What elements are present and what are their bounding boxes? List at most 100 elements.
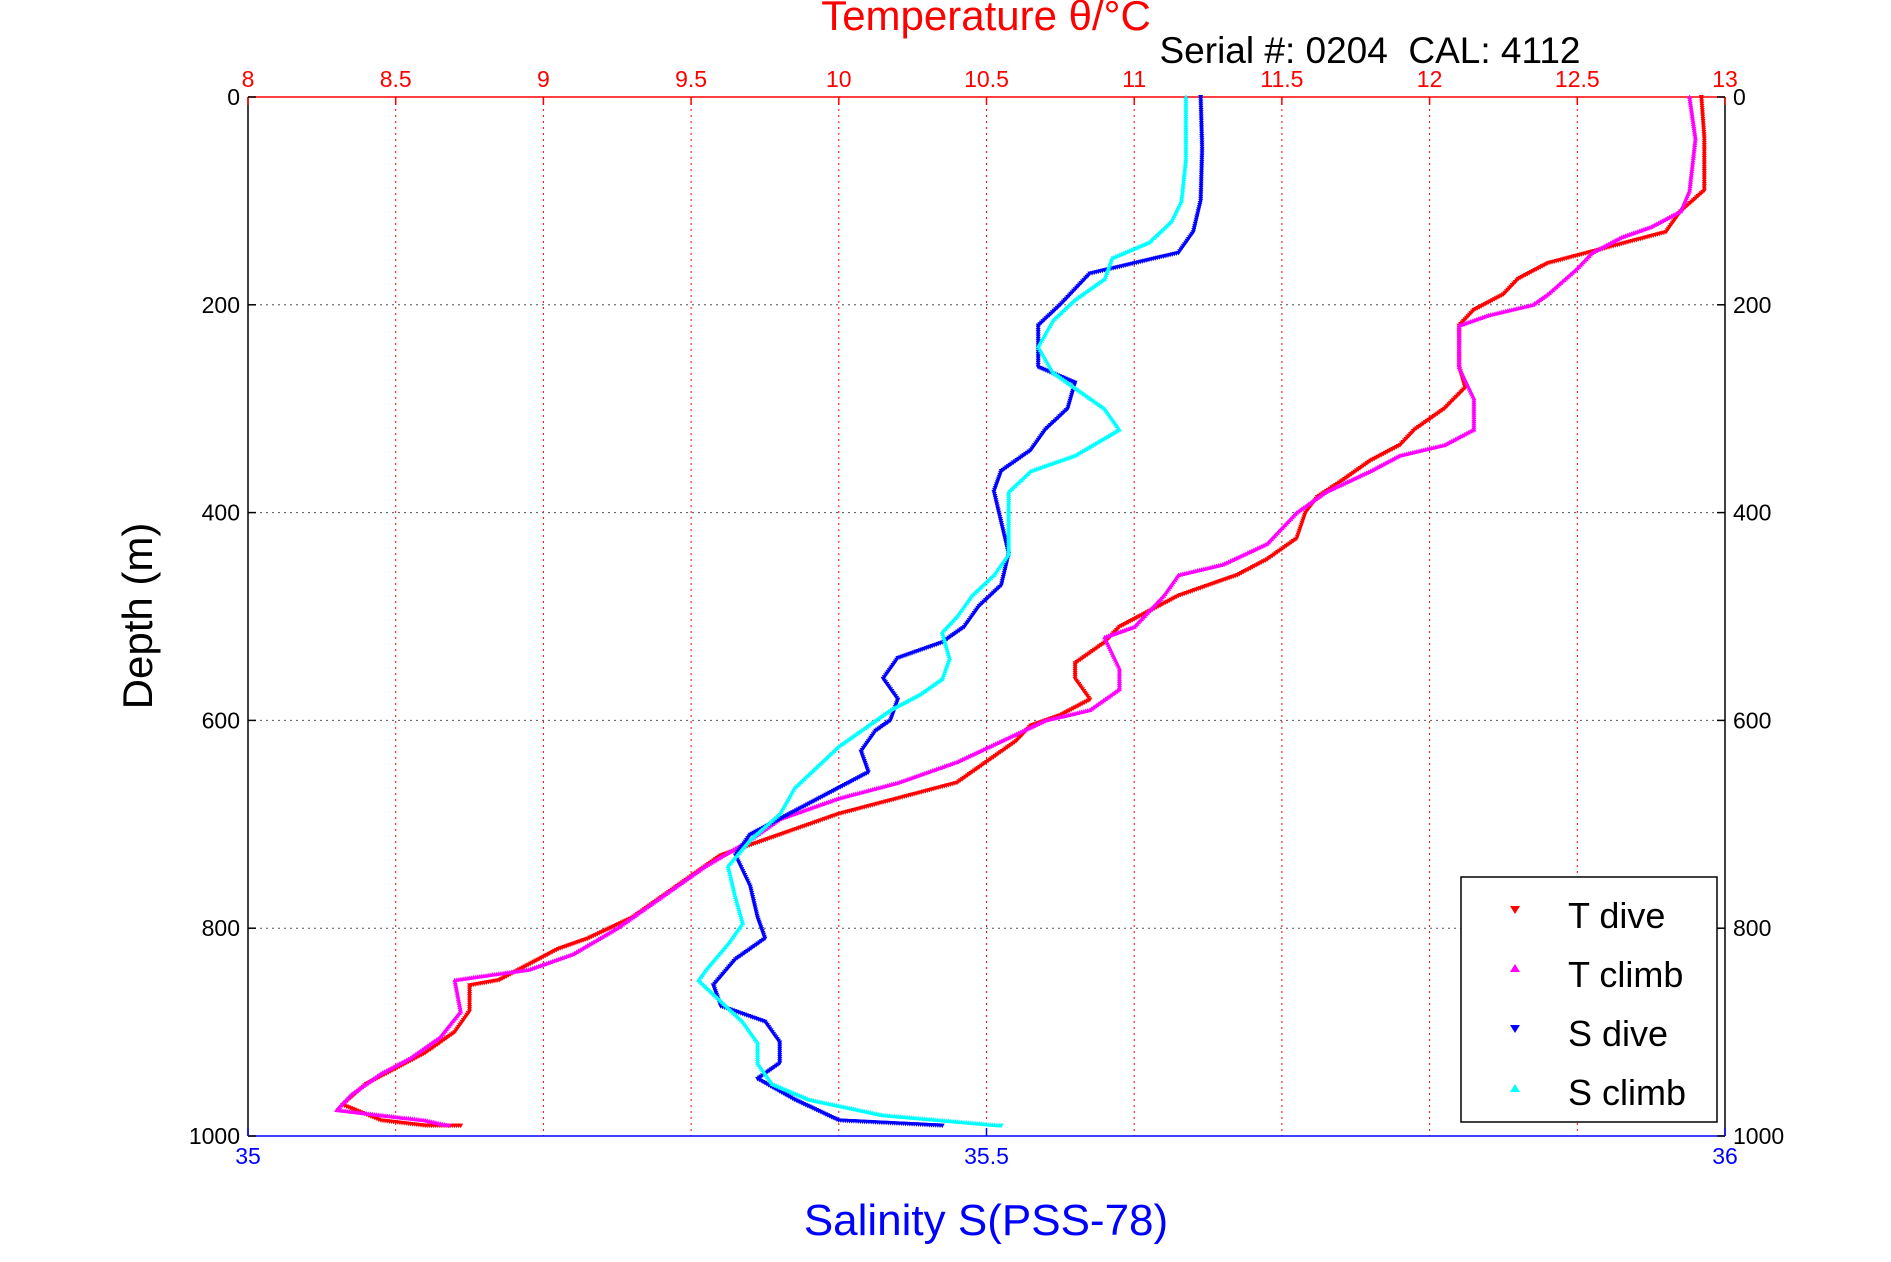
point-t-climb	[455, 992, 461, 997]
point-t-climb	[1689, 166, 1695, 171]
point-s-climb	[1180, 180, 1186, 186]
point-s-climb	[1181, 176, 1187, 182]
temperature-tick-label: 8.5	[380, 66, 412, 92]
point-s-climb	[729, 879, 735, 885]
legend-label-s-dive: S dive	[1568, 1013, 1668, 1054]
depth-tick-label-right: 400	[1733, 500, 1771, 526]
point-s-climb	[1183, 159, 1189, 164]
point-t-climb	[1690, 119, 1696, 124]
depth-tick-label-right: 0	[1733, 84, 1746, 110]
point-s-climb	[1182, 167, 1188, 173]
point-s-climb	[1181, 178, 1187, 184]
point-t-climb	[453, 981, 459, 987]
point-t-climb	[457, 1002, 463, 1008]
point-s-climb	[731, 888, 737, 893]
point-s-climb	[727, 871, 733, 877]
temperature-tick-label: 12	[1417, 66, 1443, 92]
point-t-dive	[458, 1123, 464, 1129]
point-t-climb	[1687, 181, 1693, 187]
point-s-climb	[732, 892, 738, 897]
point-t-climb	[1687, 185, 1693, 191]
temperature-tick-label: 12.5	[1555, 66, 1600, 92]
point-t-climb	[1691, 149, 1697, 154]
point-t-climb	[454, 988, 460, 993]
temperature-tick-label: 9.5	[675, 66, 707, 92]
point-s-climb	[998, 1123, 1004, 1129]
point-t-climb	[1687, 96, 1693, 102]
point-s-climb	[1182, 165, 1188, 171]
temperature-tick-label: 10	[826, 66, 852, 92]
depth-tick-label-right: 200	[1733, 292, 1771, 318]
legend-item-s-dive: S dive	[1510, 1013, 1668, 1054]
point-t-climb	[1688, 177, 1694, 182]
depth-tick-label-left: 400	[202, 500, 240, 526]
salinity-axis-title: Salinity S(PSS-78)	[804, 1196, 1168, 1245]
point-t-climb	[1691, 123, 1697, 129]
depth-tick-label-left: 200	[202, 292, 240, 318]
series-s-climb	[695, 94, 1189, 1129]
series-t-climb	[334, 94, 1698, 1129]
salinity-tick-label: 36	[1712, 1143, 1738, 1169]
legend-marker-t-climb	[1510, 964, 1520, 972]
salinity-tick-label: 35	[235, 1143, 261, 1169]
salinity-tick-label: 35.5	[964, 1143, 1009, 1169]
point-s-dive	[939, 1123, 945, 1129]
point-s-climb	[1179, 191, 1185, 197]
temperature-axis-title: Temperature θ/°C	[821, 0, 1151, 39]
temperature-tick-label: 8	[242, 66, 255, 92]
point-t-climb	[1691, 127, 1697, 133]
point-t-climb	[457, 1006, 463, 1012]
point-t-climb	[1690, 155, 1696, 161]
point-s-climb	[726, 867, 732, 873]
depth-axis-title: Depth (m)	[114, 523, 161, 710]
legend-item-s-climb: S climb	[1510, 1072, 1686, 1113]
depth-tick-label-left: 0	[227, 84, 240, 110]
temperature-tick-label: 10.5	[964, 66, 1009, 92]
point-s-climb	[726, 865, 732, 870]
point-t-climb	[1688, 175, 1694, 180]
point-t-climb	[1691, 125, 1697, 131]
data-series	[334, 94, 1707, 1129]
point-s-climb	[1181, 169, 1187, 175]
point-t-climb	[1688, 172, 1694, 178]
point-t-climb	[1692, 129, 1698, 135]
point-t-climb	[1688, 179, 1694, 184]
legend-box	[1460, 876, 1718, 1123]
depth-tick-label-right: 800	[1733, 915, 1771, 941]
point-t-climb	[455, 994, 461, 999]
point-t-climb	[1692, 142, 1698, 148]
point-t-climb	[1690, 121, 1696, 127]
point-t-climb	[1692, 138, 1698, 143]
point-s-climb	[1179, 189, 1185, 195]
point-t-climb	[1688, 104, 1694, 110]
point-t-climb	[1690, 117, 1696, 122]
temperature-tick-label: 11	[1122, 66, 1146, 92]
point-s-climb	[1180, 185, 1186, 190]
point-s-climb	[727, 869, 733, 875]
point-s-climb	[727, 873, 733, 879]
point-t-climb	[1687, 94, 1693, 99]
point-t-climb	[1692, 140, 1698, 145]
depth-tick-label-left: 1000	[189, 1123, 240, 1149]
point-s-climb	[1182, 163, 1188, 168]
temperature-tick-label: 13	[1712, 66, 1738, 92]
point-s-climb	[730, 886, 736, 891]
point-t-climb	[456, 1000, 462, 1006]
point-t-climb	[455, 996, 461, 1001]
chart-subtitle: Serial #: 0204 CAL: 4112	[1160, 30, 1581, 71]
point-t-climb	[1691, 146, 1697, 152]
point-t-climb	[1689, 111, 1695, 116]
legend-marker-t-dive	[1510, 906, 1520, 914]
point-t-climb	[1688, 106, 1694, 112]
point-t-climb	[1687, 98, 1693, 104]
point-t-climb	[1690, 115, 1696, 120]
point-t-climb	[1689, 109, 1695, 114]
point-s-climb	[1180, 183, 1186, 188]
legend-label-t-climb: T climb	[1568, 954, 1683, 995]
point-s-climb	[1181, 172, 1187, 177]
point-t-climb	[1691, 144, 1697, 150]
point-t-climb	[1689, 113, 1695, 118]
point-t-climb	[456, 998, 462, 1003]
point-t-climb	[1692, 133, 1698, 139]
